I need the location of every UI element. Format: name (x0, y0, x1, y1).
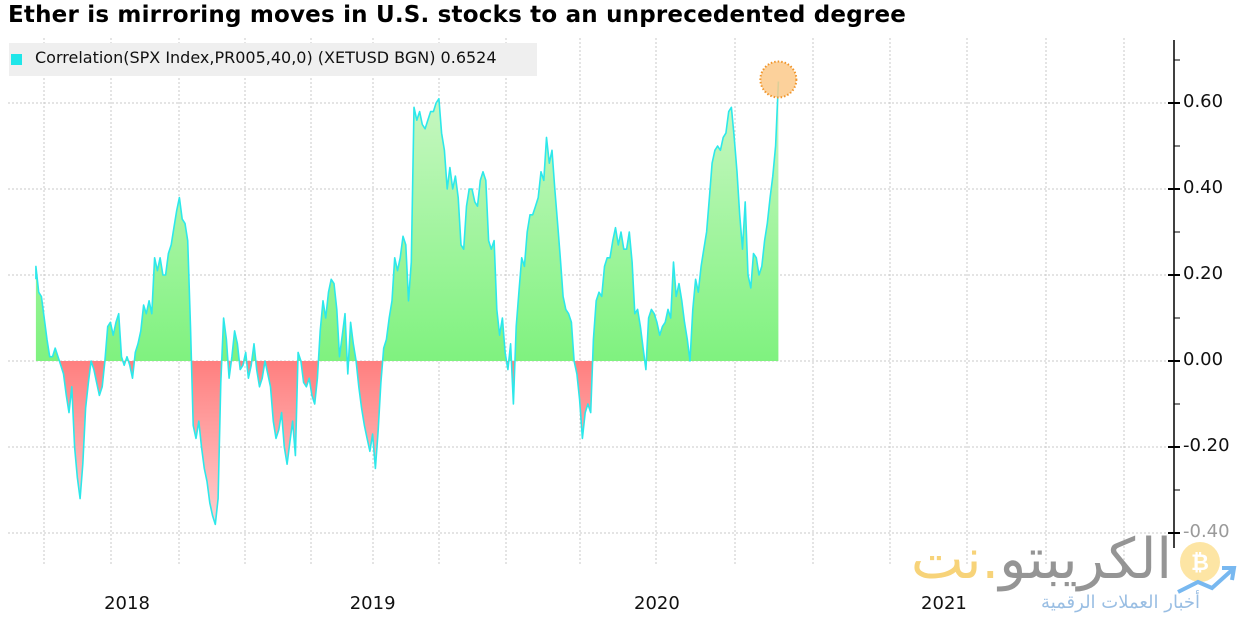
y-tick-label: -0.20 (1183, 435, 1230, 456)
watermark-logo: الكريبتو.نت أخبار العملات الرقمية ₿ (900, 528, 1240, 620)
bitcoin-chart-icon: ₿ (1177, 542, 1237, 594)
series-line (35, 81, 780, 526)
y-tick-label: 0.40 (1183, 177, 1224, 198)
y-tick-label: -0.40 (1183, 521, 1230, 542)
x-tick-label: 2018 (104, 593, 150, 614)
svg-text:₿: ₿ (1191, 551, 1209, 576)
y-tick-label: 0.60 (1183, 91, 1224, 112)
series-line-group (35, 81, 780, 526)
legend-label: Correlation(SPX Index,PR005,40,0) (XETUS… (35, 48, 497, 67)
x-tick-label: 2020 (634, 593, 680, 614)
y-tick-label: 0.00 (1183, 349, 1224, 370)
x-tick-label: 2021 (921, 593, 967, 614)
highlight-group (759, 60, 798, 99)
watermark-brand: الكريبتو.نت (911, 528, 1172, 592)
watermark-brand-main: الكريبتو (999, 527, 1172, 592)
watermark-tagline: أخبار العملات الرقمية (1041, 592, 1200, 613)
y-axis (1168, 40, 1180, 548)
legend-swatch (11, 54, 22, 65)
x-tick-label: 2019 (349, 593, 396, 614)
y-tick-label: 0.20 (1183, 263, 1224, 284)
positive-area (35, 81, 779, 361)
chart-title: Ether is mirroring moves in U.S. stocks … (8, 2, 907, 28)
watermark-brand-dot: .نت (910, 527, 1000, 592)
legend (9, 43, 537, 76)
area-fills (35, 81, 779, 525)
last-value-highlight-circle (759, 60, 798, 99)
